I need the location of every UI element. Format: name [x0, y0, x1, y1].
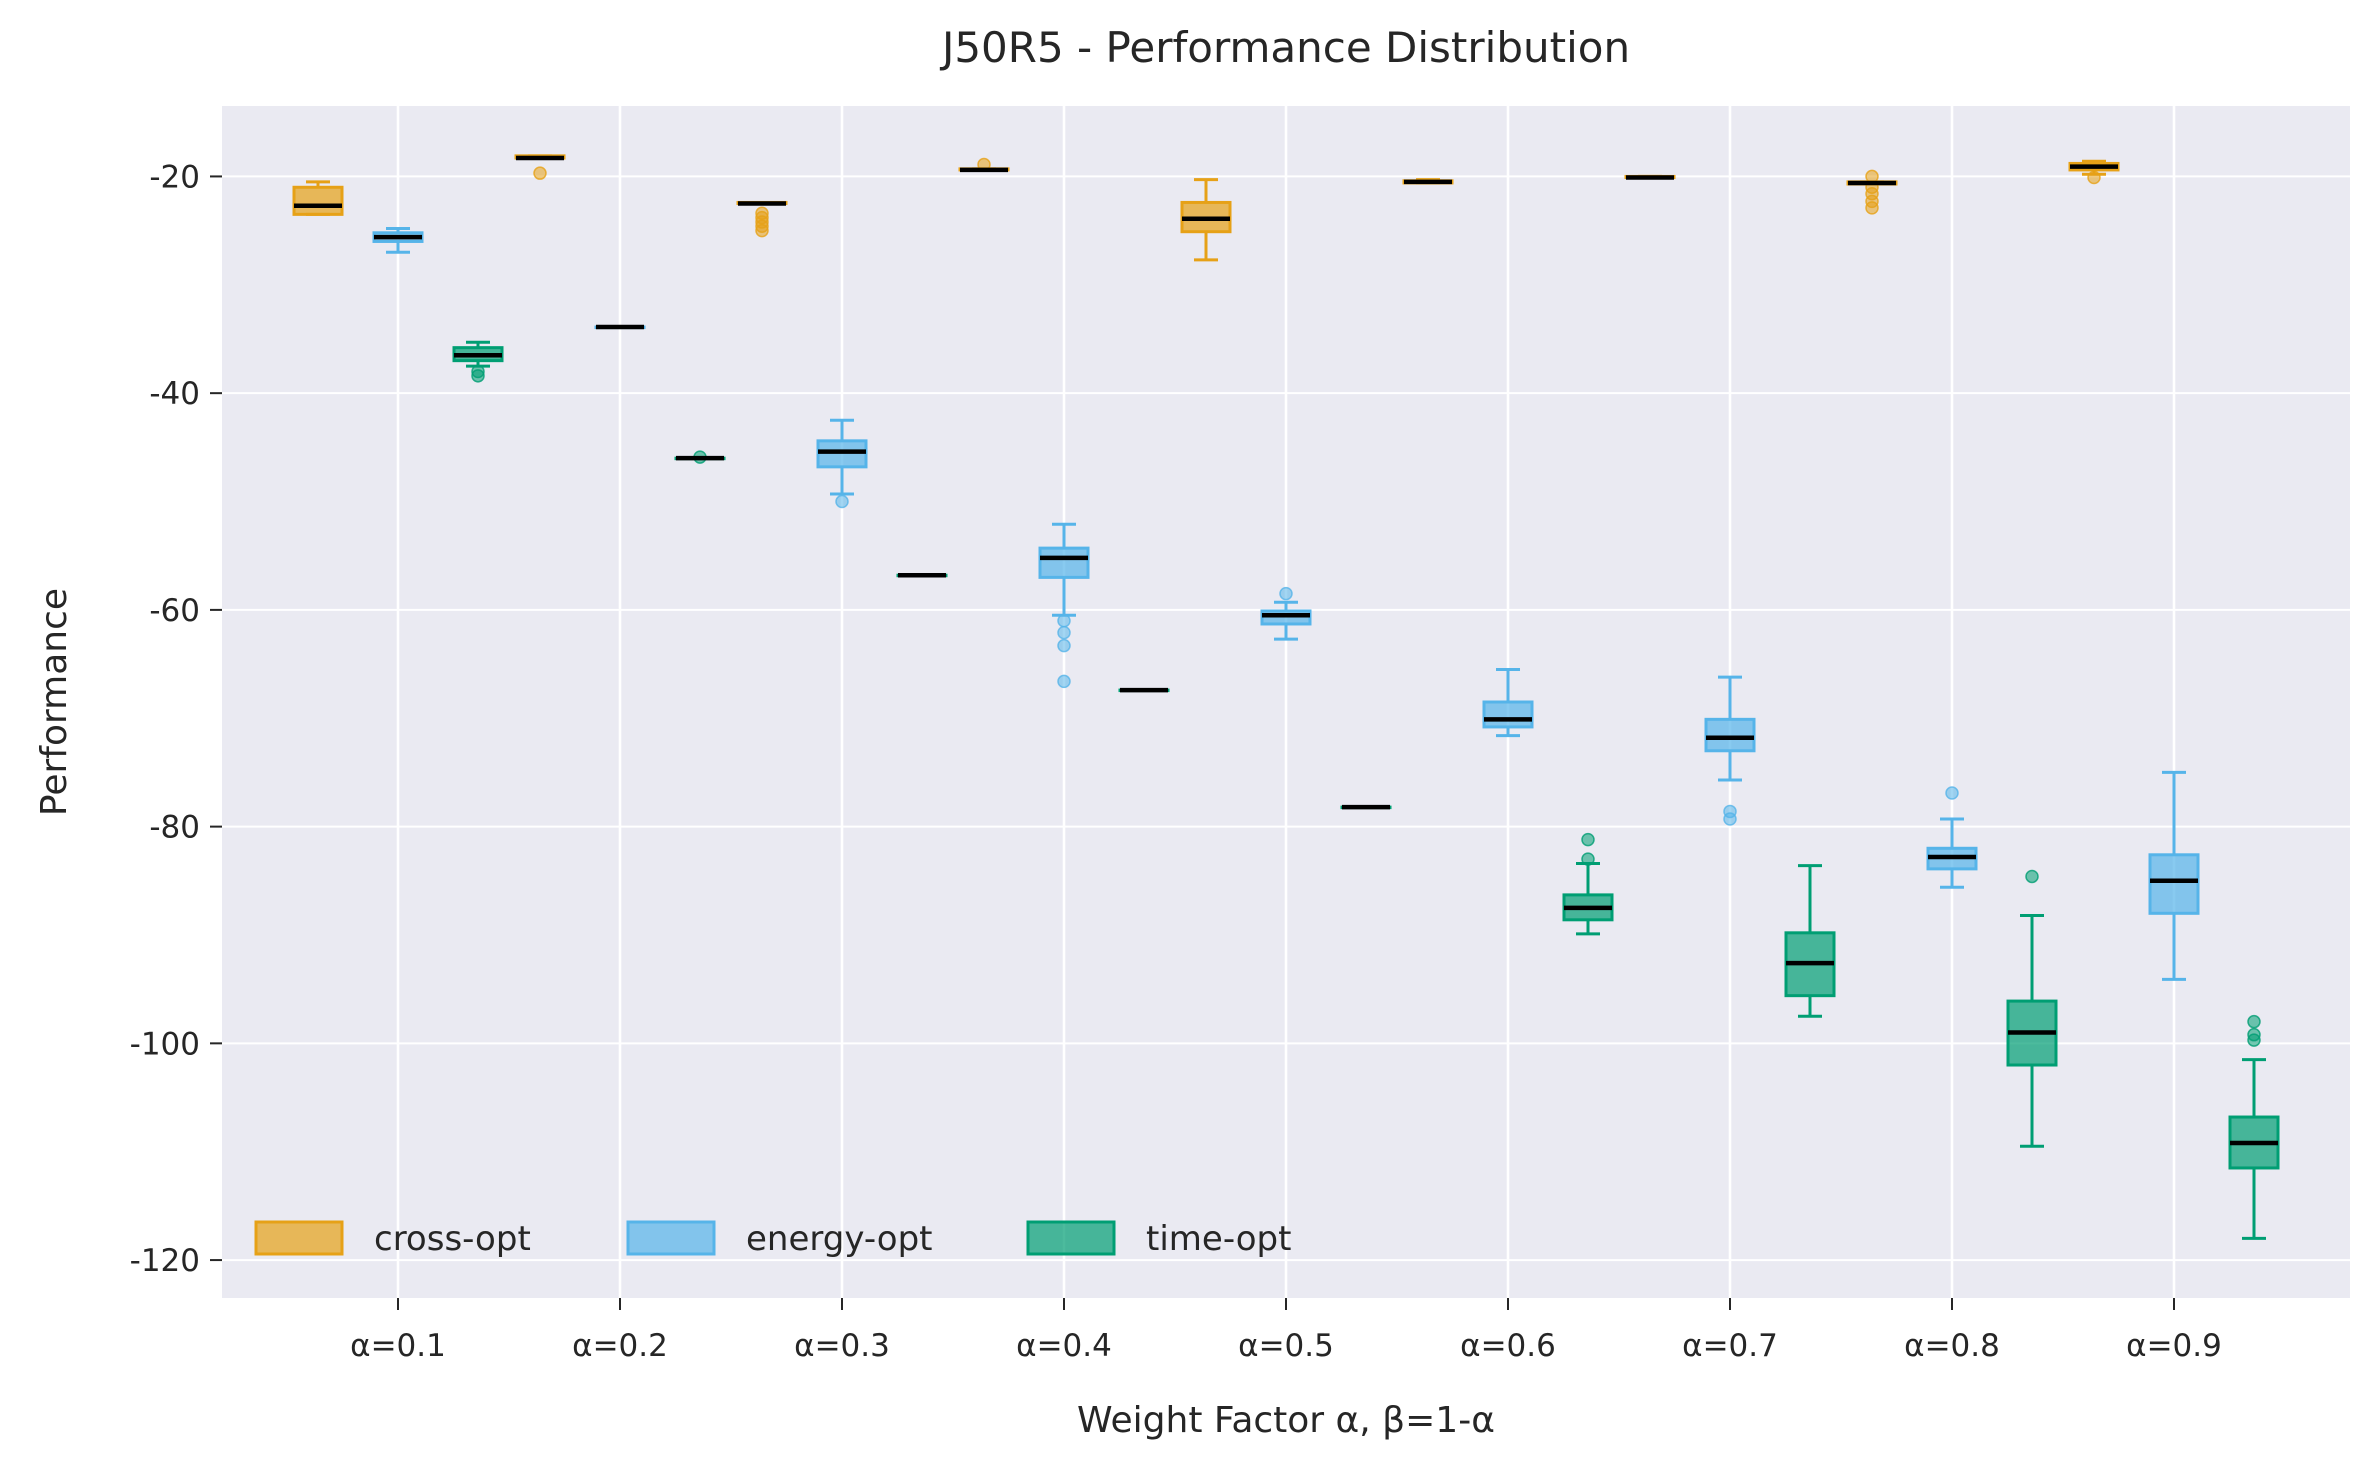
outlier-point [1279, 586, 1293, 601]
y-tick-label: -40 [149, 376, 200, 412]
outlier-point [1581, 852, 1595, 866]
outlier-point [1865, 201, 1879, 215]
outlier-point [2247, 1014, 2261, 1029]
outlier-point [1057, 674, 1071, 689]
x-tick-label: α=0.9 [2126, 1328, 2222, 1364]
x-tick-label: α=0.6 [1460, 1328, 1556, 1364]
outlier-point [1945, 786, 1959, 800]
box-cross-opt [1624, 174, 1676, 180]
outlier-point [1057, 625, 1071, 640]
x-tick-label: α=0.7 [1682, 1328, 1778, 1364]
box-cross-opt [1846, 169, 1898, 215]
box-time-opt [2228, 1014, 2280, 1240]
box-energy-opt [372, 226, 424, 254]
x-tick-label: α=0.1 [350, 1328, 446, 1364]
x-tick-label: α=0.4 [1016, 1328, 1112, 1364]
box-energy-opt [1260, 586, 1312, 641]
box-energy-opt [594, 324, 646, 330]
box-energy-opt [1926, 786, 1978, 889]
box-iqr [1038, 546, 1090, 579]
box-energy-opt [816, 418, 868, 509]
legend-label-cross-opt: cross-opt [374, 1219, 531, 1259]
chart-title: J50R5 - Performance Distribution [939, 23, 1630, 72]
axes: -20 -40 -60 -80 -100 -120 α=0.1 α=0.2 α=0.3 α=0.4… [130, 159, 2222, 1364]
box-cross-opt [736, 200, 788, 238]
outlier-point [2087, 170, 2101, 185]
box-energy-opt [1482, 667, 1534, 738]
box-iqr [2148, 853, 2200, 915]
y-axis-title: Performance [34, 588, 75, 816]
box-iqr [1704, 717, 1756, 753]
x-tick-label: α=0.8 [1904, 1328, 2000, 1364]
box-time-opt [1784, 864, 1836, 1018]
y-tick-label: -20 [149, 159, 200, 195]
y-tick-label: -100 [130, 1026, 200, 1062]
box-energy-opt [1704, 675, 1756, 826]
box-energy-opt [2148, 770, 2200, 981]
box-time-opt [1562, 832, 1614, 936]
box-series [292, 154, 2280, 1240]
box-cross-opt [514, 154, 566, 180]
legend-swatch-energy-opt [626, 1220, 716, 1256]
y-tick-label: -80 [149, 810, 200, 846]
box-time-opt [1118, 687, 1170, 693]
box-iqr [1482, 700, 1534, 729]
y-tick-label: -120 [130, 1243, 200, 1279]
box-cross-opt [1402, 178, 1454, 185]
outlier-point [755, 223, 769, 238]
x-tick-label: α=0.5 [1238, 1328, 1334, 1364]
outlier-point [471, 369, 485, 383]
box-time-opt [1340, 804, 1392, 810]
x-tick-label: α=0.3 [794, 1328, 890, 1364]
y-tick-label: -60 [149, 593, 200, 629]
box-cross-opt [2068, 159, 2120, 185]
outlier-point [1581, 832, 1595, 847]
outlier-point [533, 166, 547, 180]
x-axis-title: Weight Factor α, β=1-α [1077, 1400, 1495, 1441]
box-cross-opt [292, 180, 344, 216]
box-time-opt [452, 340, 504, 383]
x-tick-label: α=0.2 [572, 1328, 668, 1364]
box-cross-opt [1180, 178, 1232, 262]
legend-swatch-cross-opt [254, 1220, 344, 1256]
outlier-point [835, 494, 849, 509]
box-cross-opt [958, 157, 1010, 173]
outlier-point [1723, 812, 1737, 826]
box-iqr [292, 185, 344, 216]
box-time-opt [674, 450, 726, 464]
outlier-point [1057, 613, 1071, 628]
legend-swatch-time-opt [1026, 1220, 1116, 1256]
legend-label-energy-opt: energy-opt [746, 1219, 933, 1259]
box-time-opt [2006, 869, 2058, 1148]
outlier-point [1057, 638, 1071, 653]
outlier-point [2025, 869, 2039, 884]
outlier-point [2247, 1033, 2261, 1047]
legend-label-time-opt: time-opt [1146, 1219, 1291, 1259]
box-time-opt [896, 572, 948, 578]
legend: cross-opt energy-opt time-opt [254, 1219, 1291, 1259]
box-energy-opt [1038, 522, 1090, 689]
